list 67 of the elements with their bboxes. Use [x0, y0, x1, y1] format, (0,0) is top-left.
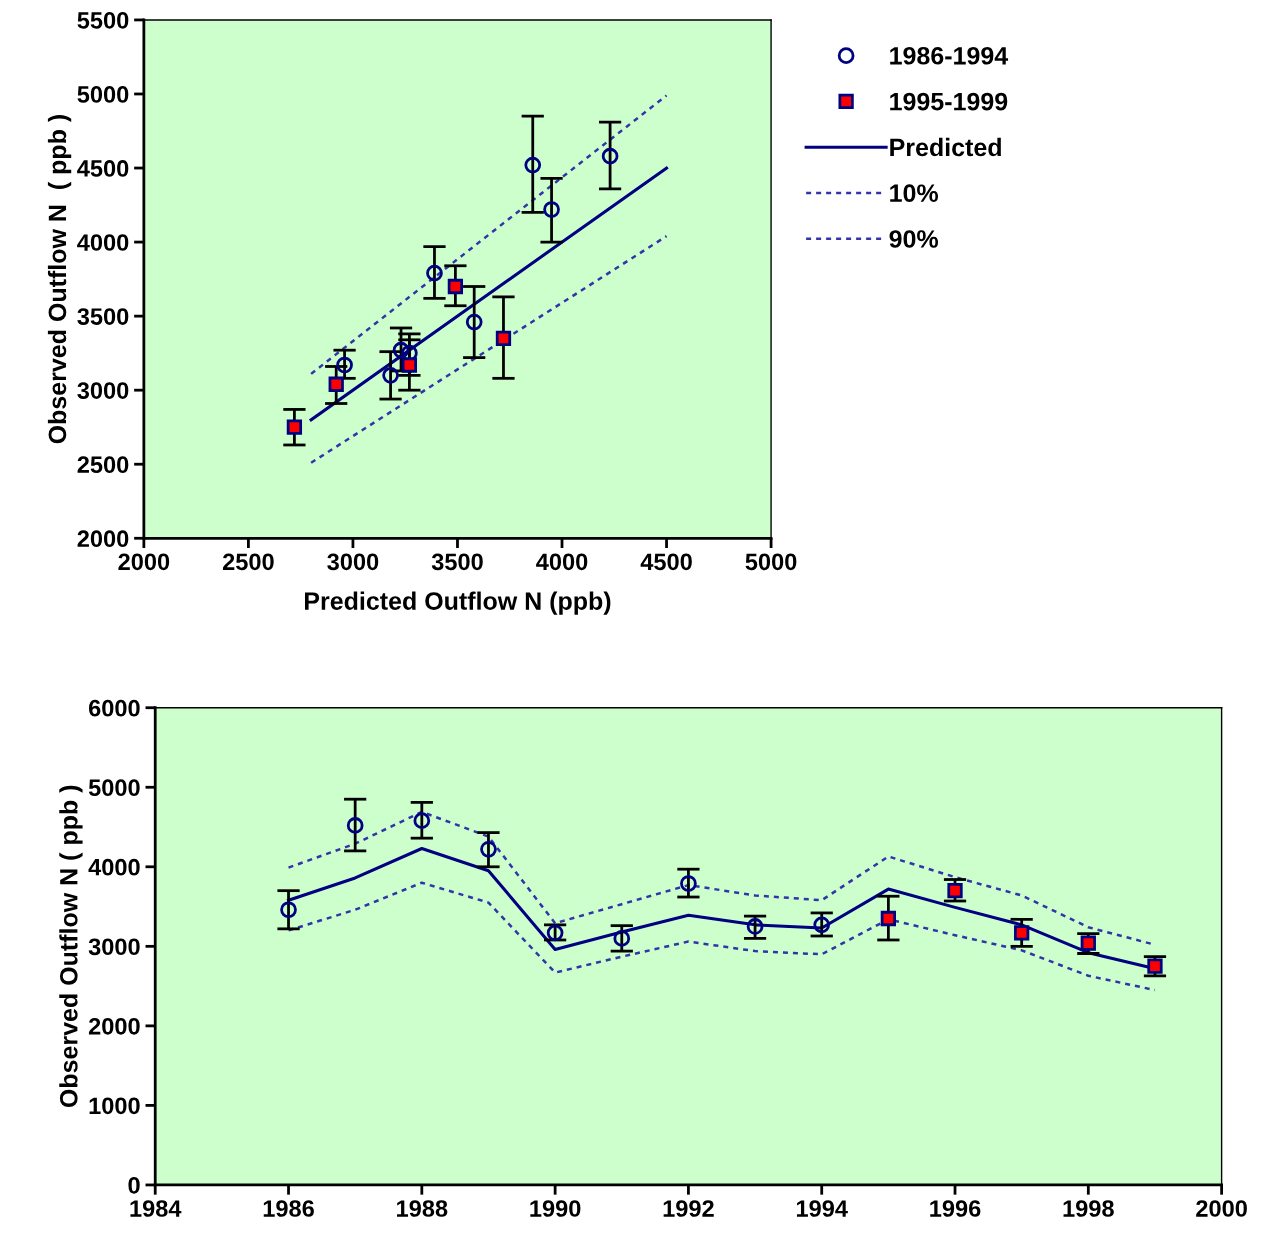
y-tick-label: 2000 [77, 530, 129, 548]
point [336, 356, 353, 374]
point [401, 357, 418, 373]
point [746, 918, 764, 935]
point [346, 817, 364, 834]
point [480, 840, 497, 858]
x-tick-label: 4500 [640, 553, 692, 571]
y-tick-label: 5000 [88, 779, 140, 797]
y-axis-title: Observed Outflow N ( ppb ) [47, 115, 72, 444]
point [495, 330, 512, 346]
x-tick-label: 1998 [1063, 1200, 1114, 1217]
line-series [287, 881, 1157, 992]
x-tick-label: 3000 [327, 553, 379, 571]
x-tick-label: 2000 [1196, 1200, 1247, 1217]
x-tick-label: 1996 [930, 1200, 981, 1217]
point [1147, 958, 1163, 974]
x-tick-label: 1990 [530, 1200, 581, 1217]
y-tick-label: 3000 [88, 938, 140, 956]
x-tick-label: 1984 [130, 1200, 182, 1217]
point [328, 376, 344, 392]
point [813, 916, 831, 934]
legend-label: 90% [889, 230, 938, 248]
y-tick-label: 4500 [77, 160, 129, 177]
point [1014, 925, 1030, 941]
legend-label: 1986-1994 [890, 46, 1009, 65]
x-tick-label: 1988 [397, 1200, 448, 1217]
y-tick-label: 1000 [89, 1097, 140, 1115]
x-tick-label: 1992 [663, 1200, 714, 1217]
x-tick-label: 2500 [222, 553, 274, 571]
point [601, 147, 619, 165]
y-tick-label: 3000 [77, 382, 129, 399]
point [280, 901, 297, 919]
point [465, 313, 483, 331]
legend-label: Predicted [890, 137, 1001, 157]
point [426, 264, 443, 282]
x-tick-label: 1986 [263, 1200, 314, 1217]
x-tick-label: 2000 [118, 553, 170, 571]
legend-label: 1995-1999 [890, 92, 1008, 111]
y-tick-label: 4000 [88, 858, 140, 876]
y-tick-label: 2000 [88, 1017, 140, 1035]
point [1080, 935, 1096, 951]
x-axis-title: Predicted Outflow N (ppb) [305, 591, 611, 615]
y-tick-label: 2500 [77, 456, 129, 474]
point [392, 341, 410, 359]
y-tick-label: 5000 [77, 86, 129, 103]
legend-label: 10% [890, 184, 938, 203]
y-tick-label: 0 [128, 1177, 140, 1194]
point [447, 278, 464, 295]
point [546, 924, 564, 942]
y-tick-label: 4000 [77, 234, 129, 251]
point [382, 367, 399, 384]
point [680, 875, 697, 892]
y-tick-label: 3500 [77, 308, 129, 325]
point [413, 812, 431, 829]
point [543, 201, 560, 218]
point [947, 883, 963, 899]
point [286, 419, 303, 435]
point [880, 910, 897, 927]
x-tick-label: 1994 [796, 1200, 848, 1217]
y-tick-label: 6000 [88, 699, 140, 717]
point [613, 930, 631, 947]
y-tick-label: 5500 [77, 12, 129, 29]
y-axis-title: Observed Outflow N ( ppb ) [59, 785, 83, 1108]
point [524, 156, 542, 174]
x-tick-label: 4000 [536, 553, 588, 571]
x-tick-label: 5000 [745, 553, 797, 571]
x-tick-label: 3500 [431, 553, 483, 571]
